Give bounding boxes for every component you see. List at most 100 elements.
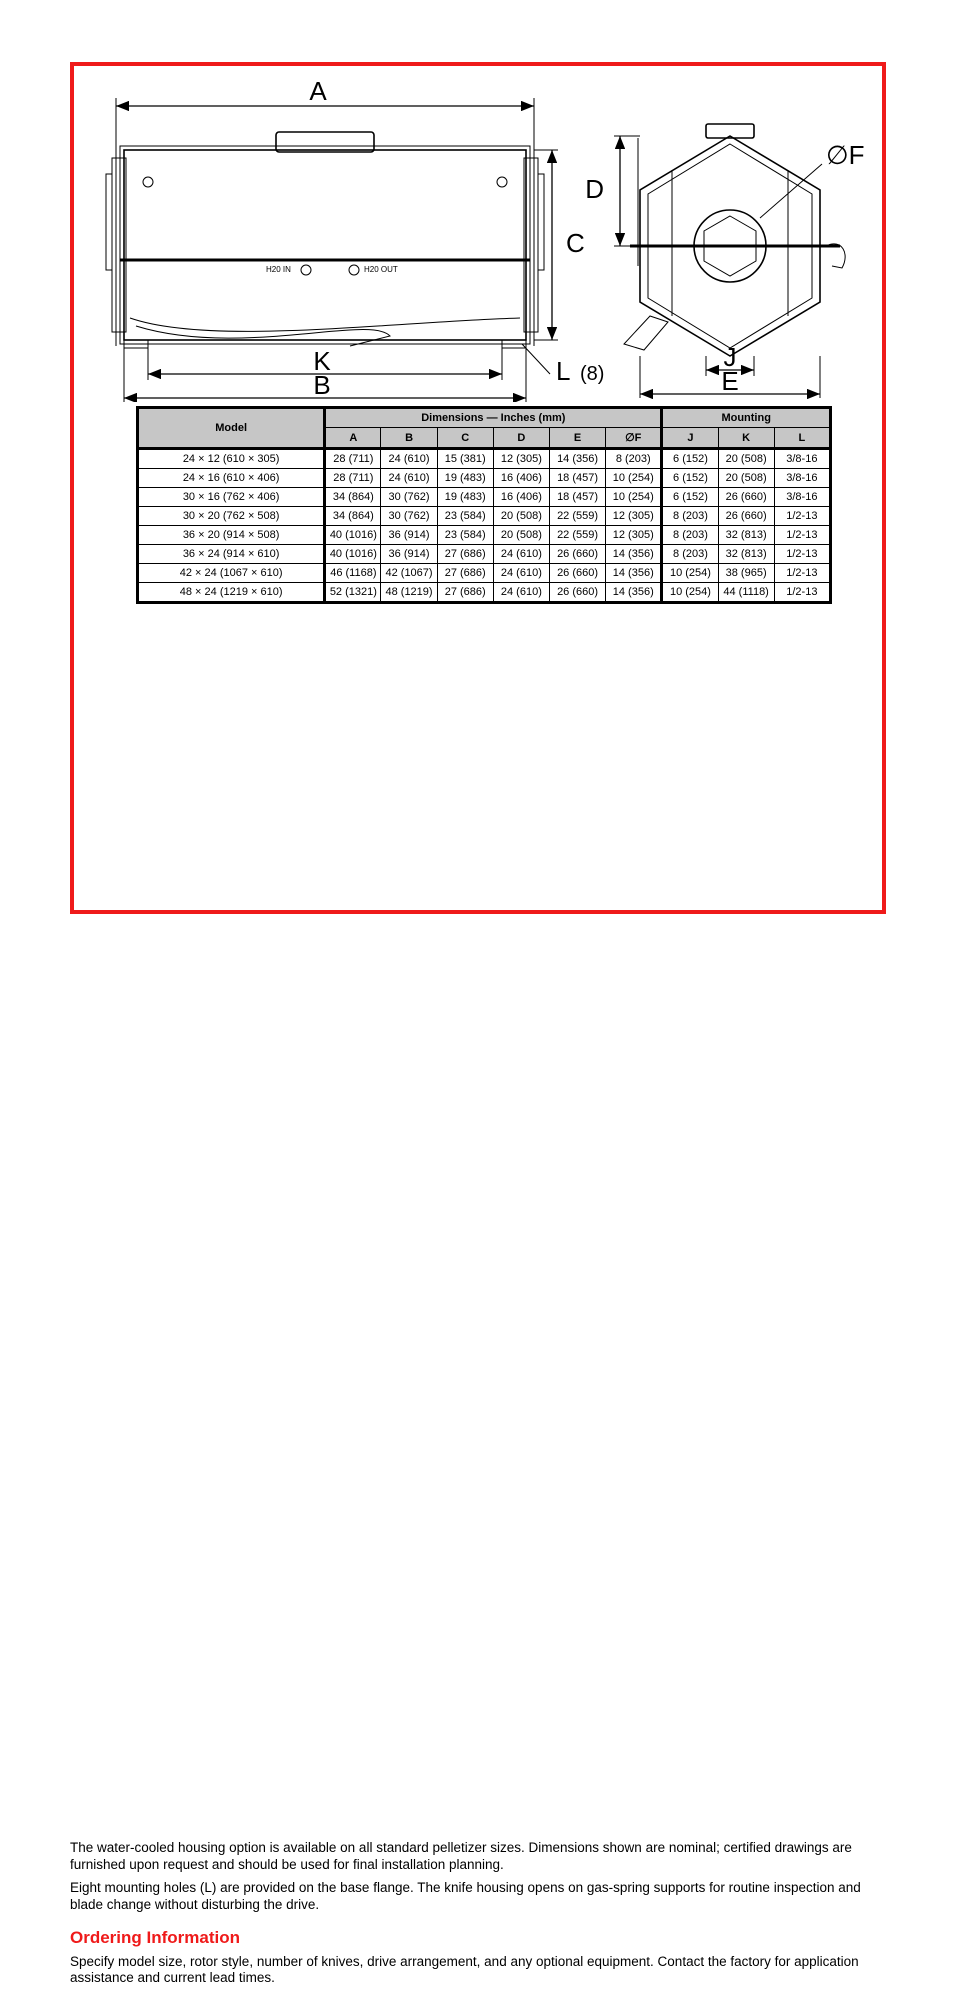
cell-dim: 32 (813): [718, 545, 774, 564]
dim-D-label: D: [585, 174, 604, 204]
th-L: L: [774, 428, 830, 449]
cell-dim: 19 (483): [437, 488, 493, 507]
cell-dim: 6 (152): [662, 449, 718, 469]
cell-dim: 42 (1067): [381, 564, 437, 583]
cell-dim: 24 (610): [493, 564, 549, 583]
cell-dim: 28 (711): [325, 449, 381, 469]
dim-L-label: L: [556, 356, 570, 386]
table-row: 36 × 24 (914 × 610)40 (1016)36 (914)27 (…: [138, 545, 831, 564]
cell-dim: 22 (559): [549, 526, 605, 545]
cell-dim: 52 (1321): [325, 583, 381, 603]
cell-dim: 30 (762): [381, 507, 437, 526]
cell-dim: 12 (305): [606, 526, 662, 545]
cell-dim: 46 (1168): [325, 564, 381, 583]
cell-dim: 30 (762): [381, 488, 437, 507]
dim-F-label: ∅F: [826, 140, 865, 170]
cell-dim: 22 (559): [549, 507, 605, 526]
cell-dim: 10 (254): [662, 564, 718, 583]
cell-dim: 27 (686): [437, 545, 493, 564]
cell-dim: 1/2-13: [774, 564, 830, 583]
cell-model: 48 × 24 (1219 × 610): [138, 583, 325, 603]
cell-dim: 19 (483): [437, 469, 493, 488]
th-D: D: [493, 428, 549, 449]
body-p3: Specify model size, rotor style, number …: [70, 1954, 886, 1988]
cell-dim: 15 (381): [437, 449, 493, 469]
cell-dim: 1/2-13: [774, 526, 830, 545]
cell-dim: 48 (1219): [381, 583, 437, 603]
cell-dim: 14 (356): [606, 564, 662, 583]
dimension-drawing: A: [90, 78, 866, 402]
cell-dim: 14 (356): [606, 545, 662, 564]
cell-dim: 26 (660): [549, 583, 605, 603]
cell-dim: 40 (1016): [325, 545, 381, 564]
table-row: 24 × 16 (610 × 406)28 (711)24 (610)19 (4…: [138, 469, 831, 488]
h2o-out-label: H20 OUT: [364, 265, 398, 274]
cell-dim: 23 (584): [437, 507, 493, 526]
dimension-table: Model Dimensions — Inches (mm) Mounting …: [136, 406, 832, 604]
cell-dim: 34 (864): [325, 488, 381, 507]
cell-dim: 24 (610): [493, 545, 549, 564]
section-heading: Ordering Information: [70, 1928, 886, 1948]
body-p2: Eight mounting holes (L) are provided on…: [70, 1880, 886, 1914]
cell-dim: 8 (203): [662, 526, 718, 545]
cell-dim: 26 (660): [718, 507, 774, 526]
cell-dim: 3/8-16: [774, 449, 830, 469]
table-row: 42 × 24 (1067 × 610)46 (1168)42 (1067)27…: [138, 564, 831, 583]
cell-dim: 32 (813): [718, 526, 774, 545]
cell-dim: 8 (203): [662, 507, 718, 526]
dim-A-label: A: [309, 78, 327, 106]
cell-dim: 27 (686): [437, 583, 493, 603]
table-row: 30 × 20 (762 × 508)34 (864)30 (762)23 (5…: [138, 507, 831, 526]
cell-model: 36 × 20 (914 × 508): [138, 526, 325, 545]
cell-dim: 14 (356): [549, 449, 605, 469]
body-p1: The water-cooled housing option is avail…: [70, 1840, 886, 1874]
h2o-in-label: H20 IN: [266, 265, 291, 274]
cell-dim: 20 (508): [493, 526, 549, 545]
cell-dim: 1/2-13: [774, 507, 830, 526]
cell-dim: 27 (686): [437, 564, 493, 583]
cell-dim: 16 (406): [493, 469, 549, 488]
cell-dim: 34 (864): [325, 507, 381, 526]
cell-dim: 10 (254): [606, 488, 662, 507]
th-A: A: [325, 428, 381, 449]
spec-panel: A: [70, 62, 886, 914]
dim-E-label: E: [721, 366, 738, 396]
table-row: 48 × 24 (1219 × 610)52 (1321)48 (1219)27…: [138, 583, 831, 603]
cell-dim: 24 (610): [381, 469, 437, 488]
th-B: B: [381, 428, 437, 449]
cell-dim: 1/2-13: [774, 545, 830, 564]
cell-model: 30 × 16 (762 × 406): [138, 488, 325, 507]
cell-model: 30 × 20 (762 × 508): [138, 507, 325, 526]
cell-dim: 10 (254): [662, 583, 718, 603]
cell-dim: 40 (1016): [325, 526, 381, 545]
table-row: 24 × 12 (610 × 305)28 (711)24 (610)15 (3…: [138, 449, 831, 469]
cell-dim: 12 (305): [606, 507, 662, 526]
cell-dim: 20 (508): [718, 449, 774, 469]
dim-L-count: (8): [580, 363, 604, 385]
cell-dim: 26 (660): [549, 545, 605, 564]
cell-dim: 12 (305): [493, 449, 549, 469]
th-mounting: Mounting: [662, 408, 831, 428]
th-E: E: [549, 428, 605, 449]
table-row: 30 × 16 (762 × 406)34 (864)30 (762)19 (4…: [138, 488, 831, 507]
pelletizer-drawing-svg: A: [90, 78, 874, 402]
cell-dim: 24 (610): [493, 583, 549, 603]
cell-dim: 3/8-16: [774, 469, 830, 488]
th-C: C: [437, 428, 493, 449]
cell-model: 24 × 16 (610 × 406): [138, 469, 325, 488]
cell-dim: 6 (152): [662, 488, 718, 507]
cell-dim: 10 (254): [606, 469, 662, 488]
cell-dim: 23 (584): [437, 526, 493, 545]
cell-model: 36 × 24 (914 × 610): [138, 545, 325, 564]
cell-dim: 18 (457): [549, 488, 605, 507]
cell-model: 42 × 24 (1067 × 610): [138, 564, 325, 583]
cell-dim: 36 (914): [381, 545, 437, 564]
cell-dim: 3/8-16: [774, 488, 830, 507]
body-copy: The water-cooled housing option is avail…: [70, 1840, 886, 1993]
th-J: J: [662, 428, 718, 449]
cell-dim: 6 (152): [662, 469, 718, 488]
th-dims: Dimensions — Inches (mm): [325, 408, 662, 428]
cell-dim: 26 (660): [718, 488, 774, 507]
cell-dim: 18 (457): [549, 469, 605, 488]
cell-dim: 28 (711): [325, 469, 381, 488]
